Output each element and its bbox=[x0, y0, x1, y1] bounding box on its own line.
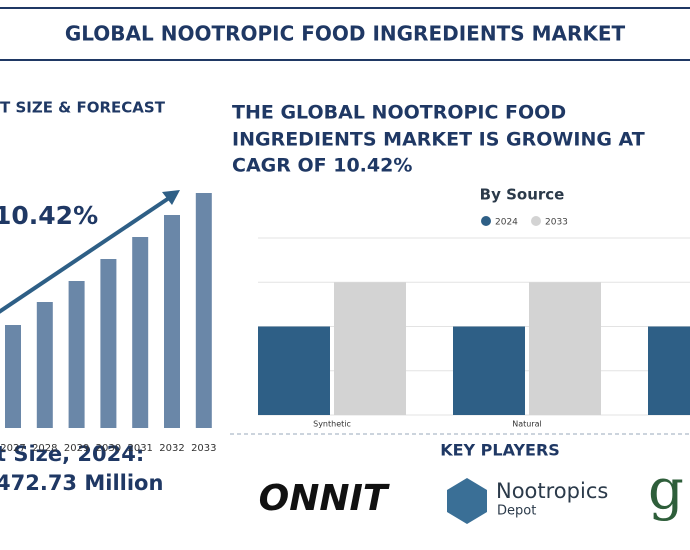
logo-text: ONNIT bbox=[259, 478, 390, 519]
bar bbox=[132, 237, 149, 428]
bar bbox=[36, 302, 53, 428]
logo-text: Nootropics bbox=[496, 479, 608, 503]
bar bbox=[195, 193, 212, 428]
x-tick-label: 2032 bbox=[159, 443, 184, 454]
logo-icon bbox=[447, 478, 487, 524]
x-tick-label: 2029 bbox=[64, 443, 89, 454]
x-tick-label: Synthetic bbox=[313, 420, 351, 429]
size-value: 472.73 Million bbox=[0, 471, 163, 495]
headline: CAGR OF 10.42% bbox=[232, 155, 412, 177]
arrow-head bbox=[162, 190, 180, 205]
bar bbox=[453, 326, 525, 415]
bar bbox=[68, 281, 85, 428]
bar bbox=[5, 325, 21, 428]
legend-label: 2033 bbox=[545, 218, 568, 228]
legend-swatch bbox=[531, 216, 541, 226]
bar bbox=[334, 282, 406, 415]
logo-text: g bbox=[648, 458, 684, 523]
bar bbox=[529, 282, 601, 415]
key-players-heading: KEY PLAYERS bbox=[440, 441, 560, 460]
chart-title: By Source bbox=[480, 186, 565, 204]
bar bbox=[258, 326, 330, 415]
cagr-value: 10.42% bbox=[0, 201, 98, 230]
trend-arrow bbox=[0, 194, 174, 314]
headline: THE GLOBAL NOOTROPIC FOOD bbox=[232, 102, 566, 124]
bar bbox=[648, 326, 690, 415]
bar bbox=[164, 215, 180, 428]
legend-label: 2024 bbox=[495, 218, 518, 228]
x-tick-label: 2028 bbox=[32, 443, 57, 454]
x-tick-label: 2031 bbox=[127, 443, 152, 454]
x-tick-label: Natural bbox=[512, 420, 542, 429]
x-tick-label: 2030 bbox=[96, 443, 121, 454]
page-title: GLOBAL NOOTROPIC FOOD INGREDIENTS MARKET bbox=[65, 22, 626, 46]
size-label: t Size, 2024: bbox=[0, 442, 144, 466]
legend-swatch bbox=[481, 216, 491, 226]
left-heading: T SIZE & FORECAST bbox=[0, 99, 166, 117]
logo-text: Depot bbox=[497, 504, 536, 519]
bar bbox=[100, 259, 117, 428]
x-tick-label: 2027 bbox=[0, 443, 25, 454]
headline: INGREDIENTS MARKET IS GROWING AT bbox=[232, 129, 645, 151]
x-tick-label: 2033 bbox=[191, 443, 216, 454]
